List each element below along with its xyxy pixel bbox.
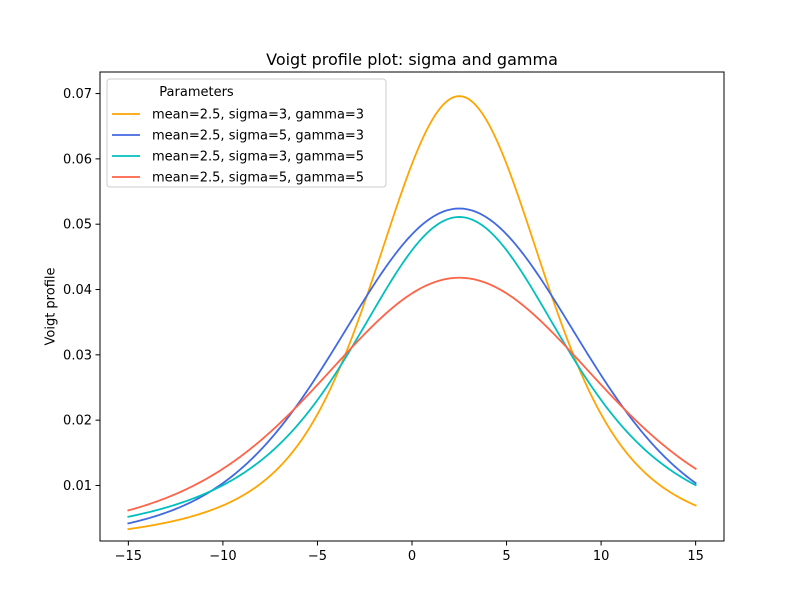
x-tick-label: −5 [308,549,327,564]
y-tick-label: 0.07 [63,87,92,102]
series-line-1 [127,95,697,531]
y-tick-label: 0.06 [63,152,92,167]
y-tick-label: 0.05 [63,218,92,233]
y-tick-label: 0.04 [63,283,92,298]
x-axis: −15 −10 −5 0 5 10 15 [115,541,704,564]
y-tick-label: 0.01 [63,479,92,494]
x-tick-label: 10 [593,549,610,564]
x-tick-label: −10 [209,549,236,564]
x-tick-label: −15 [115,549,142,564]
legend-label: mean=2.5, sigma=5, gamma=5 [152,171,364,186]
series-layer [127,95,697,531]
legend-label: mean=2.5, sigma=3, gamma=5 [152,150,364,165]
legend-title: Parameters [159,85,234,100]
x-tick-label: 0 [408,549,416,564]
chart-title: Voigt profile plot: sigma and gamma [266,50,558,69]
y-axis: 0.01 0.02 0.03 0.04 0.05 0.06 0.07 [63,87,100,494]
y-tick-label: 0.03 [63,348,92,363]
series-line-4 [127,276,697,512]
series-line-2 [127,207,697,525]
x-tick-label: 15 [687,549,704,564]
legend-entries: mean=2.5, sigma=3, gamma=3 mean=2.5, sigm… [112,108,364,186]
legend: Parameters mean=2.5, sigma=3, gamma=3mea… [106,78,387,188]
x-tick-label: 5 [502,549,510,564]
y-axis-label: Voigt profile [44,268,59,346]
series-line-3 [127,216,697,518]
legend-label: mean=2.5, sigma=5, gamma=3 [152,129,364,144]
y-tick-label: 0.02 [63,414,92,429]
legend-label: mean=2.5, sigma=3, gamma=3 [152,108,364,123]
legend-box [106,78,387,188]
